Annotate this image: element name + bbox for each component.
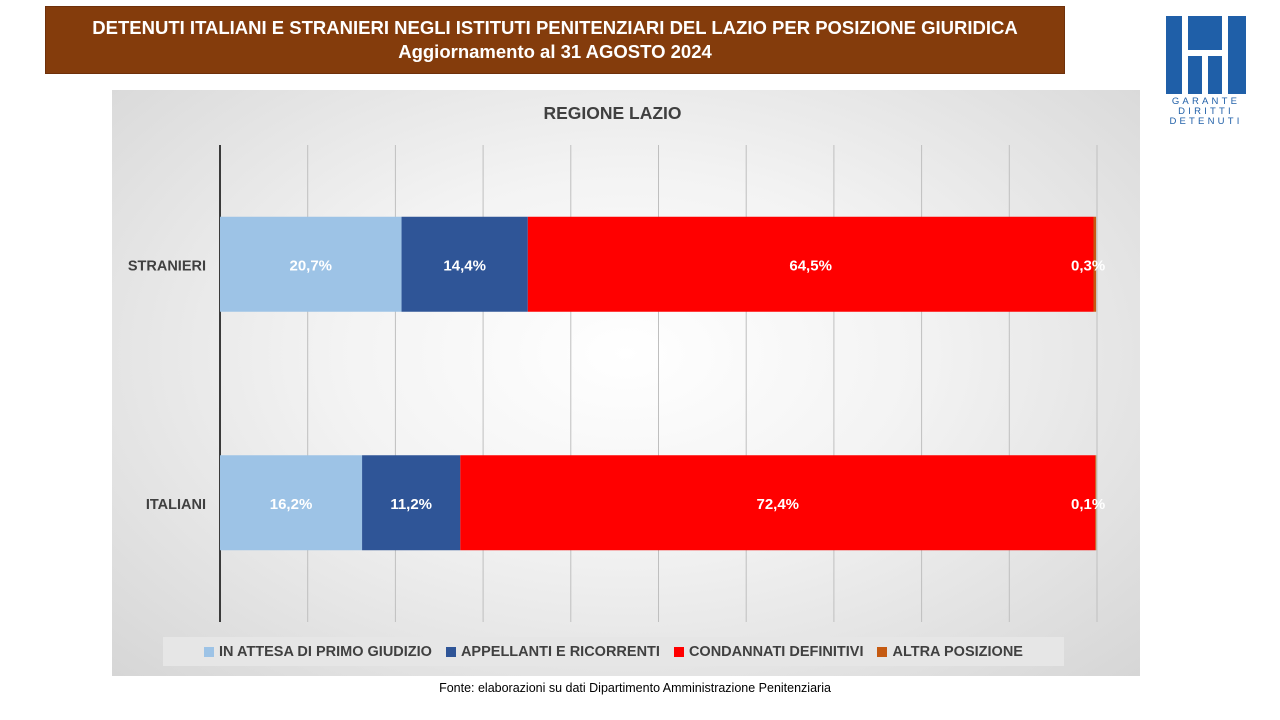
logo-text-line2: DIRITTI (1178, 106, 1234, 117)
garante-logo-icon (1166, 16, 1246, 94)
bar-segment (220, 216, 402, 312)
legend-item: CONDANNATI DEFINITIVI (673, 643, 864, 660)
chart-area (112, 90, 1140, 676)
bar-segment (401, 216, 528, 312)
legend-item: APPELLANTI E RICORRENTI (445, 643, 660, 660)
logo-text-line1: GARANTE (1171, 96, 1241, 107)
bar-segment (362, 455, 461, 551)
legend-swatch (877, 646, 888, 657)
garante-logo (1160, 12, 1250, 130)
legend-item: IN ATTESA DI PRIMO GIUDIZIO (204, 644, 432, 660)
title-banner: DETENUTI ITALIANI E STRANIERI NEGLI ISTI… (45, 6, 1065, 74)
page-title: DETENUTI ITALIANI E STRANIERI NEGLI ISTI… (92, 17, 1018, 38)
data-label: 0,3% (1071, 257, 1105, 274)
data-label: 64,5% (789, 257, 832, 274)
data-label: 72,4% (756, 496, 799, 513)
data-label: 0,1% (1071, 496, 1105, 513)
bar-segment (220, 455, 363, 551)
legend-label: ALTRA POSIZIONE (892, 643, 1023, 660)
legend-item: ALTRA POSIZIONE (877, 644, 1023, 660)
legend-swatch (445, 646, 456, 657)
category-label: ITALIANI (146, 497, 206, 513)
page-subtitle: Aggiornamento al 31 AGOSTO 2024 (398, 41, 712, 62)
logo-caption: GARANTE DIRITTI DETENUTI (1164, 97, 1248, 127)
logo-text-line3: DETENUTI (1169, 116, 1243, 127)
legend-swatch (204, 646, 215, 657)
source-note: Fonte: elaborazioni su dati Dipartimento… (439, 681, 831, 695)
legend-label: IN ATTESA DI PRIMO GIUDIZIO (219, 643, 432, 660)
category-label: STRANIERI (128, 258, 206, 274)
data-label: 14,4% (443, 257, 486, 274)
bar-segment (527, 216, 1094, 312)
data-label: 11,2% (390, 496, 432, 513)
legend-label: CONDANNATI DEFINITIVI (688, 643, 864, 660)
legend-label: APPELLANTI E RICORRENTI (460, 643, 660, 660)
bar-segment (460, 455, 1096, 551)
legend-swatch (673, 646, 684, 657)
chart-legend: IN ATTESA DI PRIMO GIUDIZIO APPELLANTI E … (163, 637, 1064, 666)
data-label: 16,2% (270, 496, 313, 513)
bar-segment (1095, 455, 1097, 551)
chart-title: REGIONE LAZIO (543, 103, 682, 123)
data-label: 20,7% (289, 257, 332, 274)
bar-segment (1093, 216, 1097, 312)
